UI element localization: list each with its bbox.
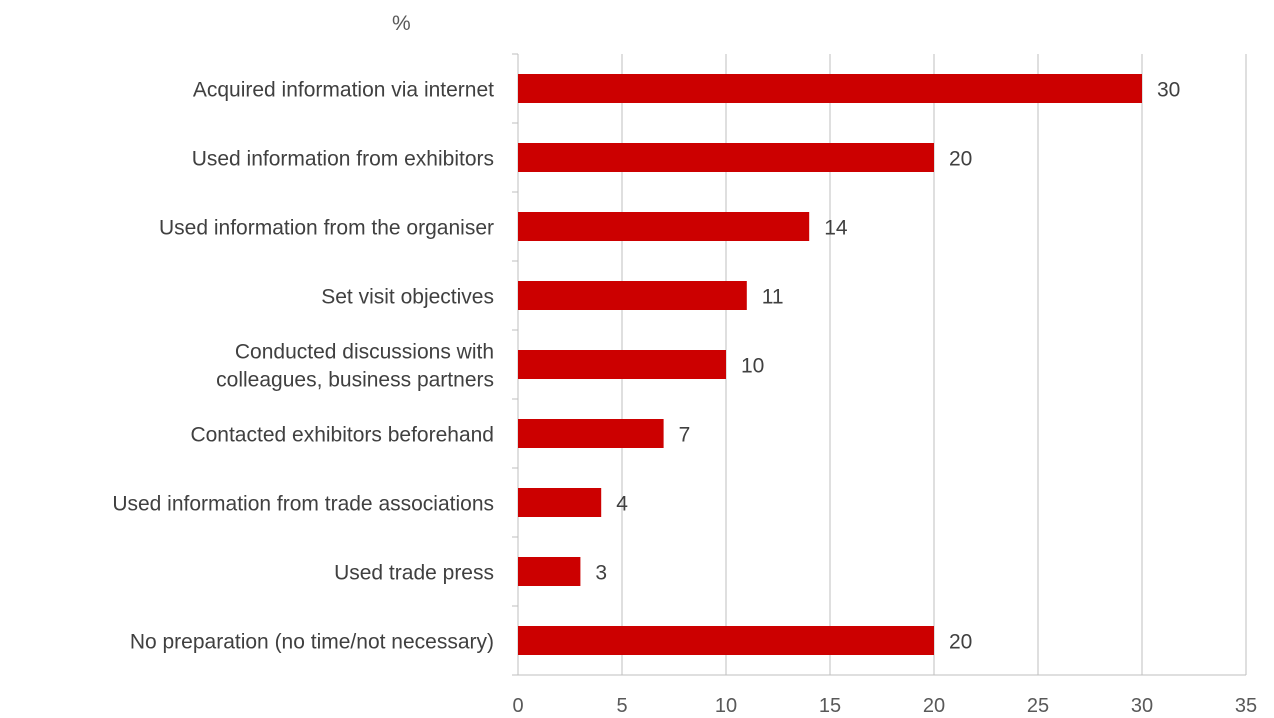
x-tick-label: 35	[1235, 695, 1257, 717]
x-tick-label: 5	[616, 695, 627, 717]
bar	[518, 488, 602, 517]
data-label: 20	[949, 148, 972, 171]
data-label: 14	[824, 217, 848, 240]
category-label: Used information from trade associations	[112, 493, 494, 516]
category-label: Used information from exhibitors	[192, 148, 494, 171]
category-label: Acquired information via internet	[193, 79, 494, 102]
bar	[518, 143, 934, 172]
category-label: Used information from the organiser	[159, 217, 494, 240]
category-label: colleagues, business partners	[216, 369, 494, 392]
bar	[518, 212, 810, 241]
bar	[518, 350, 726, 379]
category-label: Set visit objectives	[321, 286, 494, 309]
x-tick-label: 25	[1027, 695, 1049, 717]
data-label: 4	[616, 493, 628, 516]
bar	[518, 626, 934, 655]
bar	[518, 557, 581, 586]
data-label: 11	[762, 286, 784, 309]
bar	[518, 281, 747, 310]
data-label: 10	[741, 355, 764, 378]
category-label: Used trade press	[334, 562, 494, 585]
data-label: 20	[949, 631, 972, 654]
category-label: Conducted discussions with	[235, 341, 494, 364]
data-label: 3	[595, 562, 607, 585]
data-label: 30	[1157, 79, 1180, 102]
x-tick-label: 30	[1131, 695, 1153, 717]
bar	[518, 419, 664, 448]
category-label: Contacted exhibitors beforehand	[190, 424, 494, 447]
x-tick-label: 10	[715, 695, 737, 717]
data-label: 7	[679, 424, 691, 447]
x-tick-label: 15	[819, 695, 841, 717]
x-tick-label: 0	[512, 695, 523, 717]
bar	[518, 74, 1142, 103]
x-tick-label: 20	[923, 695, 945, 717]
unit-label: %	[392, 12, 411, 35]
category-label: No preparation (no time/not necessary)	[130, 631, 494, 654]
